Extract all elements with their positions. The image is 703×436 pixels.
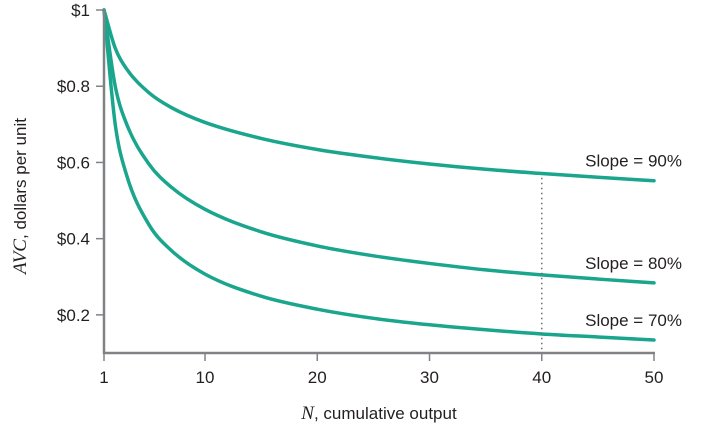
- y-tick-label: $1: [71, 1, 90, 20]
- series-line: [102, 8, 656, 342]
- y-tick-label: $0.2: [57, 306, 90, 325]
- y-tick-label: $0.6: [57, 153, 90, 172]
- x-axis-ticks: 1 10 20 30 40 50: [99, 353, 663, 387]
- x-tick-label: 50: [645, 368, 664, 387]
- series-label: Slope = 90%: [585, 152, 682, 171]
- y-tick-label: $0.8: [57, 77, 90, 96]
- series-label: Slope = 80%: [585, 254, 682, 273]
- series-labels: Slope = 90% Slope = 80% Slope = 70%: [585, 152, 682, 330]
- y-tick-label: $0.4: [57, 230, 90, 249]
- series-label: Slope = 70%: [585, 311, 682, 330]
- x-tick-label: 20: [308, 368, 327, 387]
- y-axis-ticks: $0.2 $0.4 $0.6 $0.8 $1: [57, 1, 104, 325]
- x-tick-label: 1: [99, 368, 108, 387]
- x-tick-label: 10: [196, 368, 215, 387]
- series-curves: [102, 8, 656, 342]
- x-tick-label: 40: [532, 368, 551, 387]
- x-tick-label: 30: [420, 368, 439, 387]
- x-axis-title: N, cumulative output: [300, 403, 457, 424]
- series-line: [102, 8, 656, 183]
- y-axis-title: AVC, dollars per unit: [10, 118, 31, 276]
- series-line: [102, 8, 656, 285]
